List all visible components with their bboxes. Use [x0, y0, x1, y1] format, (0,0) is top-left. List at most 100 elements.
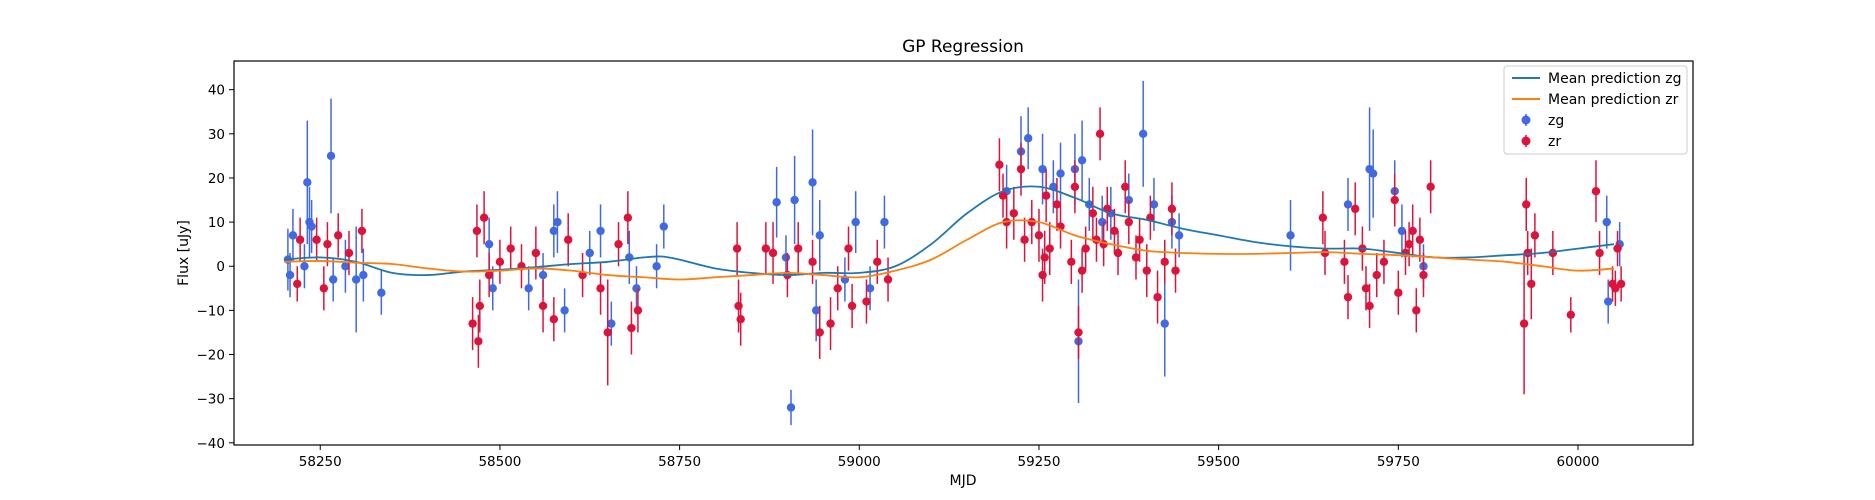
data-point-zg [652, 262, 661, 271]
data-point-zr [506, 244, 515, 253]
data-point-zr [1009, 209, 1019, 218]
y-tick-label: 40 [208, 83, 225, 99]
legend: Mean prediction zg Mean prediction zr zg… [1503, 65, 1688, 155]
data-point-zg [1343, 200, 1353, 209]
data-point-zg [1138, 129, 1148, 139]
data-point-zr [531, 248, 541, 258]
data-point-zr [549, 315, 559, 324]
data-point-zr [1081, 244, 1090, 253]
data-point-zg [659, 222, 668, 231]
data-point-zg [596, 226, 605, 236]
data-point-zr [1426, 182, 1435, 191]
data-point-zg [1368, 169, 1378, 178]
data-point-zr [1077, 266, 1087, 275]
legend-box [1503, 65, 1688, 155]
data-point-zr [1167, 204, 1177, 214]
data-point-zr [1530, 231, 1540, 240]
data-point-zr [1160, 257, 1169, 267]
data-point-zr [472, 226, 482, 236]
data-point-zg [326, 151, 336, 161]
data-point-zg [328, 275, 338, 284]
x-tick-label: 58500 [478, 454, 521, 470]
data-point-zr [295, 235, 305, 244]
data-point-zg [303, 178, 312, 187]
legend-swatch-zg-marker [1521, 115, 1531, 125]
data-point-zr [479, 213, 489, 222]
data-point-zr [1343, 292, 1353, 302]
data-point-zr [1361, 284, 1371, 293]
data-point-zr [344, 248, 354, 258]
data-point-zg [1023, 134, 1033, 143]
data-point-zr [1067, 257, 1076, 267]
data-point-zr [1404, 239, 1414, 249]
y-tick-label: −10 [197, 303, 226, 319]
legend-label-zr-line: Mean prediction zr [1548, 92, 1679, 108]
data-point-zr [596, 284, 605, 293]
x-axis-label: MJD [950, 473, 977, 489]
x-tick-label: 59250 [1017, 454, 1060, 470]
data-point-zr [1419, 270, 1428, 280]
data-point-zr [793, 244, 803, 253]
data-point-zr [734, 301, 743, 311]
data-point-zr [603, 328, 612, 337]
data-point-zr [1365, 301, 1374, 311]
data-point-zr [1566, 310, 1576, 319]
data-point-zg [351, 275, 361, 284]
data-point-zr [995, 160, 1004, 169]
data-point-zg [1286, 231, 1295, 240]
data-point-zr [1131, 253, 1141, 262]
data-point-zg [549, 226, 559, 236]
data-point-zr [357, 226, 367, 236]
data-point-zg [1149, 200, 1159, 209]
data-point-zg [790, 195, 799, 205]
data-point-zg [865, 284, 875, 293]
data-point-zr [1113, 248, 1123, 258]
data-point-zr [319, 284, 329, 293]
data-point-zr [1034, 231, 1044, 240]
data-point-zg [632, 284, 641, 293]
data-point-zr [564, 235, 573, 244]
data-point-zr [627, 323, 636, 333]
data-point-zr [1016, 164, 1026, 174]
data-point-zr [1038, 270, 1047, 280]
x-tick-label: 58250 [299, 454, 342, 470]
data-point-zr [1379, 257, 1389, 267]
data-point-zr [293, 279, 302, 289]
data-point-zr [1070, 182, 1080, 191]
data-point-zg [607, 319, 616, 328]
data-point-zg [341, 262, 350, 271]
data-point-zr [1052, 200, 1062, 209]
data-point-zr [474, 337, 483, 346]
y-axis-label: Flux [uJy] [176, 220, 192, 286]
data-point-zr [1523, 248, 1532, 258]
data-point-zr [1527, 279, 1536, 289]
data-point-zr [873, 257, 882, 267]
y-tick-label: 20 [208, 171, 225, 187]
data-point-zr [1351, 204, 1360, 214]
x-tick-label: 59500 [1197, 454, 1240, 470]
data-point-zr [1408, 226, 1417, 236]
data-point-zg [300, 262, 309, 271]
data-point-zr [1074, 328, 1083, 337]
data-point-zr [1394, 288, 1403, 297]
data-point-zr [1020, 235, 1029, 244]
data-point-zr [1142, 266, 1151, 275]
y-tick-label: −30 [197, 392, 226, 408]
data-point-zr [1415, 235, 1425, 244]
data-point-zg [1160, 319, 1169, 328]
data-point-zr [495, 257, 505, 267]
data-point-zr [1390, 195, 1399, 205]
data-point-zg [307, 222, 316, 231]
data-point-zr [1040, 253, 1049, 262]
data-point-zr [1522, 200, 1531, 209]
data-point-zg [488, 284, 497, 293]
data-point-zr [826, 319, 835, 328]
data-point-zg [772, 198, 781, 207]
data-point-zr [334, 231, 343, 240]
data-point-zg [288, 231, 298, 240]
data-point-zg [377, 288, 386, 297]
data-point-zr [844, 244, 853, 253]
data-point-zr [1153, 292, 1162, 302]
data-point-zr [1088, 209, 1098, 218]
